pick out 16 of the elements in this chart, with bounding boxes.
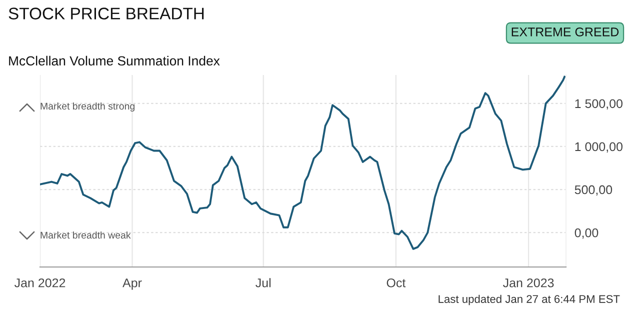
x-tick-label: Jan 2023 xyxy=(503,278,554,288)
annotation: Market breadth strong xyxy=(40,102,134,112)
text: Last updated Jan 27 at 6:44 PM EST xyxy=(438,294,620,306)
y-tick-label: 500,00 xyxy=(574,185,612,196)
y-tick-label: 0,00 xyxy=(574,228,598,239)
y-tick-label: 1 500,00 xyxy=(575,99,622,110)
chart-title: STOCK PRICE BREADTH xyxy=(8,8,204,20)
x-tick-label: Apr xyxy=(122,278,142,290)
x-tick-label: Jul xyxy=(256,278,271,288)
annotation: Market breadth weak xyxy=(40,231,131,239)
chart-subtitle: McClellan Volume Summation Index xyxy=(9,56,220,66)
y-tick-label: 1 000,00 xyxy=(575,142,622,153)
line-series xyxy=(40,76,566,250)
text: EXTREME GREED xyxy=(512,28,619,36)
x-tick-label: Jan 2022 xyxy=(14,278,66,288)
x-tick-label: Oct xyxy=(386,278,406,288)
